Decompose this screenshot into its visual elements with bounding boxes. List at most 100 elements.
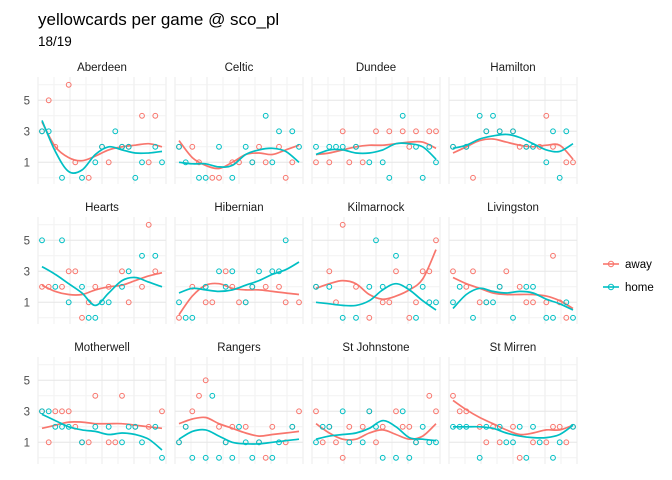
legend: away home xyxy=(603,259,654,294)
away-point xyxy=(373,128,379,135)
y-tick-label: 3 xyxy=(24,266,30,278)
home-point xyxy=(249,283,256,290)
home-point xyxy=(523,143,530,150)
panel-st-mirren: St Mirren xyxy=(448,342,578,464)
home-point xyxy=(65,299,72,306)
home-point xyxy=(256,268,262,275)
away-point xyxy=(313,159,319,166)
away-point xyxy=(189,143,196,150)
panel-hamilton: Hamilton xyxy=(448,62,578,184)
panel-st-johnstone: St Johnstone xyxy=(311,342,441,464)
home-point xyxy=(339,408,346,415)
home-point xyxy=(92,159,99,166)
home-point xyxy=(516,423,523,430)
home-point xyxy=(399,408,406,415)
away-point xyxy=(333,439,339,446)
away-point xyxy=(105,439,112,446)
home-point xyxy=(570,314,576,321)
home-point xyxy=(543,314,550,321)
away-point xyxy=(119,392,125,399)
away-point xyxy=(176,314,182,321)
away-point xyxy=(159,408,165,415)
home-point xyxy=(450,299,456,306)
home-point xyxy=(242,299,249,306)
away-point xyxy=(413,299,419,306)
away-point xyxy=(65,268,72,275)
home-point xyxy=(476,454,483,461)
home-point xyxy=(483,299,490,306)
home-point xyxy=(536,439,543,446)
home-point xyxy=(319,423,326,430)
home-point xyxy=(112,128,119,135)
away-point xyxy=(92,392,99,399)
home-point xyxy=(176,143,182,150)
away-point xyxy=(399,423,406,430)
home-point xyxy=(139,159,145,166)
home-trend-line xyxy=(453,424,574,439)
home-point xyxy=(216,143,222,150)
away-trend-line xyxy=(315,140,437,156)
home-point xyxy=(366,408,373,415)
panel-title: Dundee xyxy=(356,62,396,74)
home-point xyxy=(289,423,296,430)
y-tick-label: 3 xyxy=(24,126,30,138)
away-point xyxy=(125,299,132,306)
home-point xyxy=(503,439,510,446)
home-point xyxy=(556,439,563,446)
away-point xyxy=(393,268,399,275)
home-point xyxy=(366,159,373,166)
home-point xyxy=(79,283,85,290)
home-point xyxy=(189,454,196,461)
home-point xyxy=(132,174,139,181)
away-point xyxy=(139,283,145,290)
legend-away-label: away xyxy=(625,259,652,271)
home-point xyxy=(216,454,222,461)
panel-dundee: Dundee xyxy=(311,62,441,184)
home-trend-line xyxy=(452,287,574,311)
away-point xyxy=(346,159,353,166)
away-point xyxy=(276,283,282,290)
home-point xyxy=(326,423,333,430)
home-point xyxy=(433,299,439,306)
away-point xyxy=(413,128,419,135)
home-point xyxy=(85,314,92,321)
away-point xyxy=(433,237,439,244)
home-trend-line xyxy=(178,261,300,294)
away-point xyxy=(386,128,393,135)
away-point xyxy=(326,268,333,275)
home-point xyxy=(289,128,296,135)
home-point xyxy=(79,439,85,446)
away-point xyxy=(503,268,510,275)
panel-title: Celtic xyxy=(225,62,254,74)
home-point xyxy=(39,408,45,415)
home-point xyxy=(379,454,386,461)
away-point xyxy=(65,81,72,88)
home-point xyxy=(119,283,125,290)
home-point xyxy=(92,314,99,321)
away-point xyxy=(516,454,523,461)
legend-home-marker xyxy=(607,283,615,291)
home-point xyxy=(222,283,229,290)
legend-item-away: away xyxy=(603,259,652,271)
home-trend-line xyxy=(41,265,163,307)
away-point xyxy=(563,159,570,166)
home-point xyxy=(202,454,209,461)
panel-title: St Johnstone xyxy=(342,342,409,354)
home-point xyxy=(139,252,145,259)
home-point xyxy=(386,174,393,181)
home-point xyxy=(523,283,530,290)
home-point xyxy=(282,237,289,244)
away-point xyxy=(282,174,289,181)
away-point xyxy=(530,299,536,306)
home-point xyxy=(530,283,536,290)
home-point xyxy=(152,423,159,430)
home-point xyxy=(346,439,353,446)
home-point xyxy=(152,143,159,150)
away-point xyxy=(209,299,216,306)
home-point xyxy=(406,454,413,461)
home-point xyxy=(249,454,256,461)
home-point xyxy=(125,143,132,150)
home-point xyxy=(419,283,426,290)
away-point xyxy=(202,299,209,306)
away-point xyxy=(269,423,276,430)
